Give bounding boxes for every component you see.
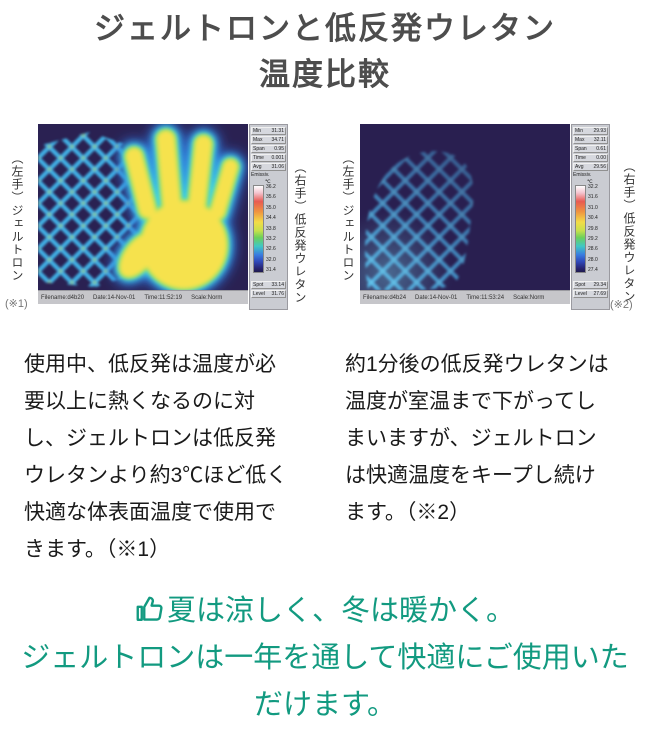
statusbar-field: Time:11:52:19: [144, 294, 183, 301]
color-scale: 36.2 35.6 35.0 34.4 33.8 33.2 32.6 32.0 31.4: [251, 185, 286, 273]
statusbar-field: Time:11:53:24: [466, 294, 505, 301]
page-title: ジェルトロンと低反発ウレタン 温度比較: [0, 6, 650, 98]
readout-row: Min 29.93: [573, 127, 608, 135]
left-figure-left-hand-label: （左手）ジェルトロン: [10, 152, 24, 282]
emissivity-label: Emissiv.: [251, 172, 270, 178]
readouts-bottom: Spot 29.34 Level 27.69: [573, 281, 608, 298]
readout-row: Level 27.69: [573, 290, 608, 298]
footer-message: 夏は涼しく、冬は暖かく。 ジェルトロンは一年を通して快適にご使用いた だけます。: [0, 588, 650, 729]
readout-row: Max 34.71: [251, 136, 286, 144]
paragraph-line: 使用中、低反発は温度が必: [24, 353, 276, 376]
readout-row: Min 31.31: [251, 127, 286, 135]
camera-readout-panel: Min 29.93 Max 32.11 Span 0.61 Time 0.00 Avg 2…: [571, 124, 610, 310]
footer-text-1: 夏は涼しく、冬は暖かく。: [166, 595, 515, 627]
paragraph-right: 約1分後の低反発ウレタンは 温度が室温まで下がってし まいますが、ジェルトロン は快適…: [345, 346, 609, 531]
paragraph-left: 使用中、低反発は温度が必 要以上に熱くなるのに対 し、ジェルトロンは低反発 ウレタンよ…: [24, 346, 287, 568]
scale-unit-label: ℃: [587, 179, 593, 185]
statusbar-field: Date:14-Nov-01: [415, 294, 458, 301]
footer-line1: 夏は涼しく、冬は暖かく。: [0, 588, 650, 635]
paragraph-line: 快適な体表面温度で使用で: [24, 501, 276, 524]
scale-unit-label: ℃: [265, 179, 271, 185]
thermal-cooled-graphic: [360, 124, 570, 290]
thumbs-up-icon: [135, 592, 165, 622]
color-scale-bar: [575, 185, 586, 273]
statusbar-field: Filename:d4b20: [41, 294, 85, 301]
thermal-view-hand: [38, 124, 248, 304]
right-figure-left-hand-label: （左手）ジェルトロン: [341, 152, 355, 282]
paragraph-line: は快適温度をキープし続け: [345, 464, 596, 487]
page-title-line1: ジェルトロンと低反発ウレタン: [94, 11, 556, 46]
thermal-hand-graphic: [38, 124, 248, 290]
statusbar-field: Scale:Norm: [191, 294, 223, 301]
emissivity-label: Emissiv.: [573, 172, 592, 178]
color-scale-bar: [253, 185, 264, 273]
readouts-top: Min 31.31 Max 34.71 Span 0.95 Time 0.001 Avg…: [251, 127, 286, 171]
readout-row: Level 31.76: [251, 290, 286, 298]
readout-row: Spot 29.34: [573, 281, 608, 289]
readout-row: Time 0.00: [573, 154, 608, 162]
camera-statusbar: Filename:d4b20 Date:14-Nov-01 Time:11:52:1…: [38, 290, 248, 304]
footnote-ref-1: (※1): [5, 298, 28, 310]
page-title-line2: 温度比較: [259, 57, 391, 92]
thermal-view-cooled: [360, 124, 570, 304]
readout-row: Span 0.95: [251, 145, 286, 153]
camera-statusbar: Filename:d4b24 Date:14-Nov-01 Time:11:53:2…: [360, 290, 570, 304]
readout-row: Avg 29.56: [573, 163, 608, 171]
right-figure-right-hand-label: （右手）低反発ウレタン: [622, 160, 636, 303]
paragraph-line: 約1分後の低反発ウレタンは: [345, 353, 609, 376]
footer-line2: ジェルトロンは一年を通して快適にご使用いた: [21, 642, 629, 674]
paragraph-line: まいますが、ジェルトロン: [345, 427, 597, 450]
readout-row: Avg 31.06: [251, 163, 286, 171]
paragraph-line: きます。（※1）: [24, 538, 171, 561]
thermal-image-after-1min: Filename:d4b24 Date:14-Nov-01 Time:11:53:2…: [360, 124, 610, 310]
thermal-image-in-use: Filename:d4b20 Date:14-Nov-01 Time:11:52:1…: [38, 124, 288, 310]
color-scale: 32.2 31.6 31.0 30.4 29.8 29.2 28.6 28.0 27.4: [573, 185, 608, 273]
left-figure-right-hand-label: （右手）低反発ウレタン: [293, 161, 307, 304]
scale-ticks: 36.2 35.6 35.0 34.4 33.8 33.2 32.6 32.0 31.4: [266, 184, 276, 273]
footnote-ref-2: (※2): [610, 299, 633, 311]
paragraph-line: 要以上に熱くなるのに対: [24, 390, 255, 413]
readout-row: Max 32.11: [573, 136, 608, 144]
readouts-top: Min 29.93 Max 32.11 Span 0.61 Time 0.00 Avg 2…: [573, 127, 608, 171]
statusbar-field: Filename:d4b24: [363, 294, 407, 301]
readout-row: Spot 33.14: [251, 281, 286, 289]
scale-ticks: 32.2 31.6 31.0 30.4 29.8 29.2 28.6 28.0 27.4: [588, 184, 598, 273]
statusbar-field: Scale:Norm: [513, 294, 545, 301]
paragraph-line: ウレタンより約3℃ほど低く: [24, 464, 288, 487]
camera-readout-panel: Min 31.31 Max 34.71 Span 0.95 Time 0.001 Avg…: [249, 124, 288, 310]
footer-line3: だけます。: [253, 689, 397, 721]
readout-row: Span 0.61: [573, 145, 608, 153]
paragraph-line: ます。（※2）: [345, 501, 471, 524]
readouts-bottom: Spot 33.14 Level 31.76: [251, 281, 286, 298]
statusbar-field: Date:14-Nov-01: [93, 294, 136, 301]
paragraph-line: し、ジェルトロンは低反発: [24, 427, 276, 450]
paragraph-line: 温度が室温まで下がってし: [345, 390, 596, 413]
readout-row: Time 0.001: [251, 154, 286, 162]
